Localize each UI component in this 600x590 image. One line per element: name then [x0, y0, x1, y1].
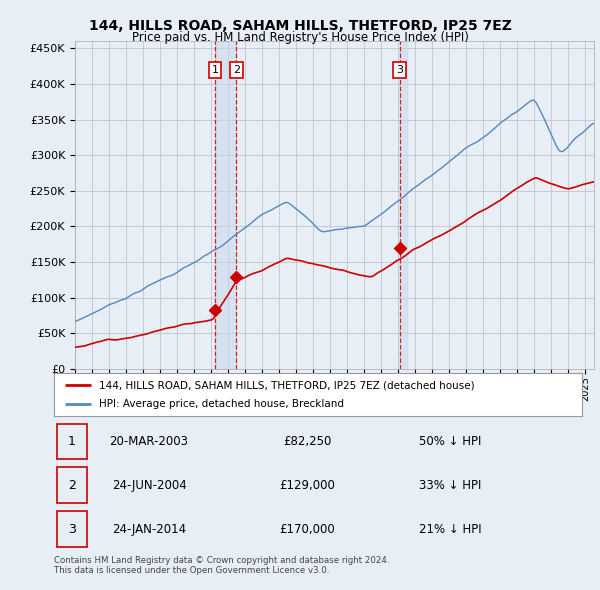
Text: Contains HM Land Registry data © Crown copyright and database right 2024.
This d: Contains HM Land Registry data © Crown c… [54, 556, 389, 575]
Text: £170,000: £170,000 [280, 523, 335, 536]
Text: 20-MAR-2003: 20-MAR-2003 [110, 435, 188, 448]
Bar [56, 511, 87, 547]
Text: 3: 3 [396, 65, 403, 75]
Text: 2: 2 [233, 65, 240, 75]
Text: 21% ↓ HPI: 21% ↓ HPI [419, 523, 481, 536]
Text: 3: 3 [68, 523, 76, 536]
Text: 1: 1 [68, 435, 76, 448]
Text: £82,250: £82,250 [283, 435, 332, 448]
Text: 24-JUN-2004: 24-JUN-2004 [112, 478, 187, 492]
Text: 33% ↓ HPI: 33% ↓ HPI [419, 478, 481, 492]
Bar [56, 467, 87, 503]
Text: 50% ↓ HPI: 50% ↓ HPI [419, 435, 481, 448]
Text: £129,000: £129,000 [280, 478, 335, 492]
Text: 144, HILLS ROAD, SAHAM HILLS, THETFORD, IP25 7EZ: 144, HILLS ROAD, SAHAM HILLS, THETFORD, … [89, 19, 511, 33]
Text: HPI: Average price, detached house, Breckland: HPI: Average price, detached house, Brec… [99, 399, 344, 409]
Text: 2: 2 [68, 478, 76, 492]
Bar [56, 424, 87, 460]
Text: 1: 1 [211, 65, 218, 75]
Text: 24-JAN-2014: 24-JAN-2014 [112, 523, 186, 536]
Text: Price paid vs. HM Land Registry's House Price Index (HPI): Price paid vs. HM Land Registry's House … [131, 31, 469, 44]
Text: 144, HILLS ROAD, SAHAM HILLS, THETFORD, IP25 7EZ (detached house): 144, HILLS ROAD, SAHAM HILLS, THETFORD, … [99, 381, 475, 391]
